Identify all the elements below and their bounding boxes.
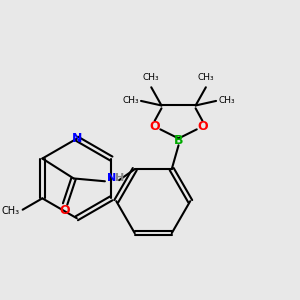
Text: O: O xyxy=(60,204,70,218)
Text: B: B xyxy=(174,134,183,147)
Text: N: N xyxy=(72,132,82,145)
Text: O: O xyxy=(149,120,160,133)
Text: CH₃: CH₃ xyxy=(218,96,235,105)
Text: H: H xyxy=(115,173,124,183)
Text: N: N xyxy=(107,173,116,183)
Text: CH₃: CH₃ xyxy=(143,73,160,82)
Text: O: O xyxy=(197,120,208,133)
Text: CH₃: CH₃ xyxy=(122,96,139,105)
Text: CH₃: CH₃ xyxy=(197,73,214,82)
Text: CH₃: CH₃ xyxy=(2,206,20,216)
